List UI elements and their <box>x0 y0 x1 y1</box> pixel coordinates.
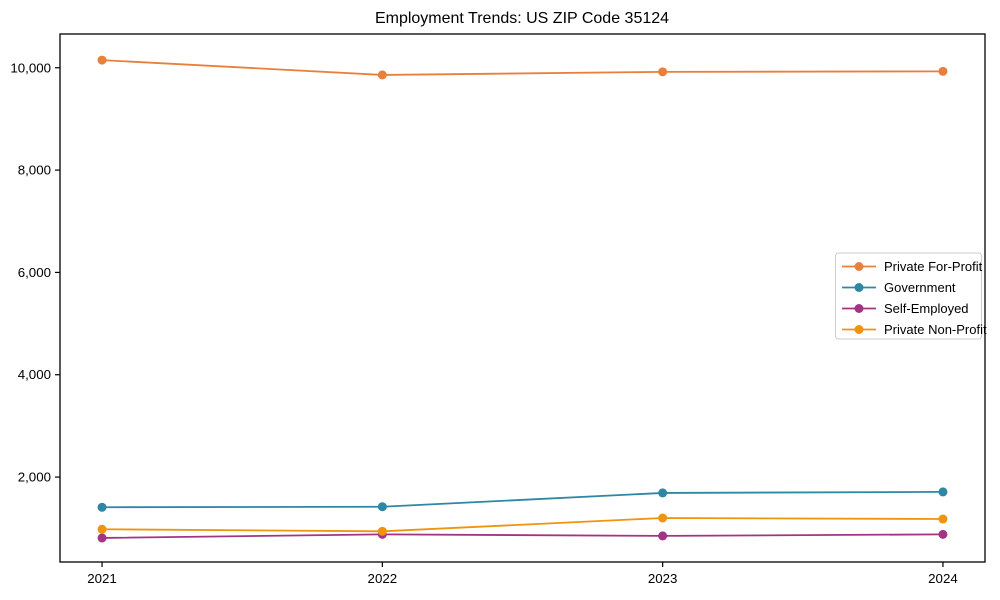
legend-marker-icon <box>854 283 864 292</box>
data-point-marker <box>97 55 107 65</box>
data-point-marker <box>658 488 668 498</box>
legend-entry-label: Private Non-Profit <box>884 322 987 337</box>
y-tick-label: 8,000 <box>18 163 51 178</box>
legend-marker-icon <box>854 304 864 313</box>
x-tick-label: 2021 <box>87 571 117 586</box>
data-point-marker <box>938 66 948 76</box>
data-point-marker <box>938 514 948 524</box>
plot-area: 2,000 4,000 6,000 8,000 10,000 2021 2022 2023 20… <box>10 33 986 586</box>
legend-entry-label: Private For-Profit <box>884 259 983 274</box>
data-point-marker <box>377 526 387 536</box>
y-tick-label: 4,000 <box>18 367 51 382</box>
series-line-government <box>102 491 943 509</box>
series-line-self-employed <box>102 533 943 539</box>
data-point-marker <box>97 502 107 512</box>
data-point-marker <box>377 70 387 80</box>
x-tick-label: 2022 <box>368 571 398 586</box>
x-tick-label: 2023 <box>648 571 678 586</box>
data-point-marker <box>658 67 668 77</box>
chart-title: Employment Trends: US ZIP Code 35124 <box>375 10 669 27</box>
axes-spines <box>59 33 986 563</box>
data-point-marker <box>97 524 107 534</box>
data-point-marker <box>97 533 107 543</box>
data-point-marker <box>658 531 668 541</box>
data-point-marker <box>377 502 387 512</box>
data-point-marker <box>938 529 948 539</box>
legend-box <box>835 252 982 340</box>
x-tick-label: 2024 <box>928 571 958 586</box>
legend-marker-icon <box>854 262 864 271</box>
legend-entry-label: Government <box>884 280 956 295</box>
data-point-marker <box>938 487 948 497</box>
series-line-private-for-profit <box>101 59 943 76</box>
legend-marker-icon <box>854 325 864 334</box>
legend-entry-label: Self-Employed <box>884 301 969 316</box>
series-line-private-non-profit <box>102 517 943 533</box>
y-tick-label: 2,000 <box>18 470 51 485</box>
legend: Private For-Profit Government Self-Employe… <box>835 252 987 340</box>
y-tick-label: 6,000 <box>18 265 51 280</box>
data-point-marker <box>658 513 668 523</box>
y-tick-label: 10,000 <box>10 60 51 75</box>
